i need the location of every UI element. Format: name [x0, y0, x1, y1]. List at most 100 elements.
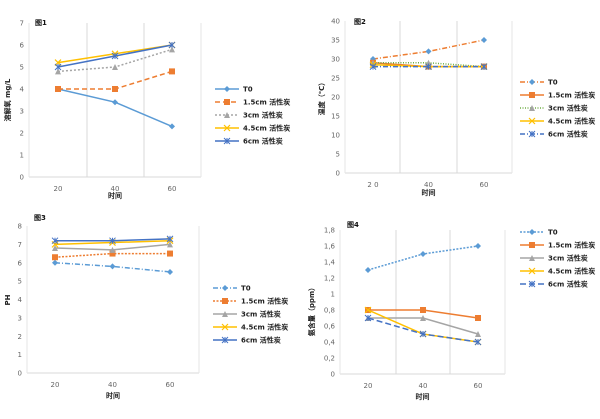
- y-tick-label: 30: [331, 56, 340, 64]
- y-tick-label: 3: [18, 314, 22, 322]
- data-point: [111, 52, 119, 60]
- legend-marker: [529, 229, 535, 235]
- data-point: [166, 235, 174, 243]
- legend-label: 4.5cm 活性炭: [548, 117, 595, 126]
- data-point: [167, 241, 173, 248]
- y-tick-label: 20: [331, 94, 340, 102]
- legend-item: 1.5cm 活性炭: [213, 297, 288, 306]
- y-tick-label: 1,2: [324, 275, 335, 283]
- data-point: [481, 37, 487, 43]
- y-tick-label: 1,4: [324, 259, 336, 267]
- series-line: [372, 39, 485, 60]
- legend-label: T0: [548, 229, 558, 237]
- chart-title: 图1: [35, 18, 47, 27]
- legend-marker: [528, 117, 536, 125]
- chart-title: 图2: [354, 17, 366, 26]
- y-tick-label: 0,6: [324, 323, 336, 331]
- data-point: [112, 99, 118, 106]
- y-tick-label: 1: [18, 351, 22, 359]
- x-tick-label: 20: [54, 185, 63, 193]
- legend-item: 6cm 活性炭: [215, 137, 283, 146]
- data-point: [112, 64, 118, 70]
- legend-label: T0: [241, 285, 251, 293]
- data-point: [420, 251, 426, 257]
- y-tick-label: 35: [331, 37, 340, 45]
- legend-item: 1.5cm 活性炭: [520, 241, 595, 250]
- legend-marker: [529, 242, 535, 248]
- legend-item: T0: [520, 79, 558, 87]
- data-point: [55, 86, 61, 92]
- legend-label: 3cm 活性炭: [548, 254, 588, 263]
- data-point: [109, 263, 116, 270]
- y-tick-label: 4: [20, 86, 25, 94]
- series-5: [51, 235, 174, 245]
- legend-label: T0: [548, 79, 558, 87]
- data-point: [419, 330, 427, 338]
- data-point: [420, 315, 426, 321]
- data-point: [369, 63, 377, 70]
- series-3: [52, 241, 173, 253]
- chart-title: 图3: [34, 213, 46, 222]
- legend-marker: [528, 280, 536, 288]
- data-point: [52, 245, 58, 252]
- x-tick-label: 60: [168, 185, 177, 193]
- y-tick-label: 40: [331, 18, 340, 26]
- legend-marker: [223, 124, 231, 132]
- y-tick-label: 8: [18, 223, 22, 231]
- data-point: [364, 306, 372, 314]
- data-point: [54, 63, 62, 71]
- legend-label: 1.5cm 活性炭: [548, 241, 595, 250]
- legend-item: T0: [213, 285, 251, 293]
- data-point: [52, 254, 58, 261]
- legend-label: 1.5cm 活性炭: [243, 98, 290, 107]
- legend-item: T0: [215, 86, 253, 94]
- data-point: [169, 46, 175, 53]
- legend-marker: [222, 298, 228, 304]
- data-point: [480, 63, 488, 70]
- y-tick-label: 2: [20, 130, 24, 138]
- x-tick-label: 40: [424, 181, 433, 189]
- data-point: [51, 237, 59, 245]
- y-tick-label: 1: [331, 291, 335, 299]
- legend-marker: [221, 336, 229, 344]
- y-tick-label: 1,8: [324, 227, 335, 235]
- series-2: [55, 68, 175, 92]
- legend-item: 3cm 活性炭: [520, 104, 588, 113]
- data-point: [364, 314, 372, 322]
- legend-label: 3cm 活性炭: [548, 104, 588, 113]
- x-axis-label: 时间: [106, 391, 120, 400]
- series-5: [54, 41, 176, 71]
- y-tick-label: 2: [18, 333, 22, 341]
- legend-label: 6cm 活性炭: [548, 130, 588, 139]
- data-point: [167, 268, 173, 275]
- series-3: [55, 46, 175, 75]
- y-axis-label: 溶解氧 mg/L: [3, 78, 12, 121]
- series-2: [52, 250, 173, 261]
- legend-label: 1.5cm 活性炭: [241, 297, 288, 306]
- legend-item: 3cm 活性炭: [215, 111, 283, 120]
- y-tick-label: 7: [18, 241, 22, 249]
- legend-label: 6cm 活性炭: [243, 137, 283, 146]
- y-tick-label: 4: [18, 296, 23, 304]
- legend-label: 1.5cm 活性炭: [548, 91, 595, 100]
- data-point: [475, 315, 481, 321]
- legend-label: 4.5cm 活性炭: [241, 323, 288, 332]
- y-tick-label: 0: [20, 174, 24, 182]
- data-point: [109, 250, 116, 257]
- y-tick-label: 10: [331, 132, 340, 140]
- y-tick-label: 0,4: [324, 339, 336, 347]
- series-1: [370, 37, 487, 62]
- legend-item: 3cm 活性炭: [520, 254, 588, 263]
- y-tick-label: 0,8: [324, 307, 335, 315]
- data-point: [169, 123, 175, 130]
- series-1: [52, 259, 173, 275]
- series-line: [367, 309, 479, 343]
- data-point: [420, 307, 426, 313]
- y-axis-label: 温度（℃）: [317, 79, 326, 115]
- legend-item: 4.5cm 活性炭: [520, 117, 595, 126]
- legend-marker: [224, 99, 230, 105]
- x-tick-label: 2 0: [367, 181, 378, 189]
- x-tick-label: 40: [419, 382, 428, 390]
- x-tick-label: 60: [166, 381, 175, 389]
